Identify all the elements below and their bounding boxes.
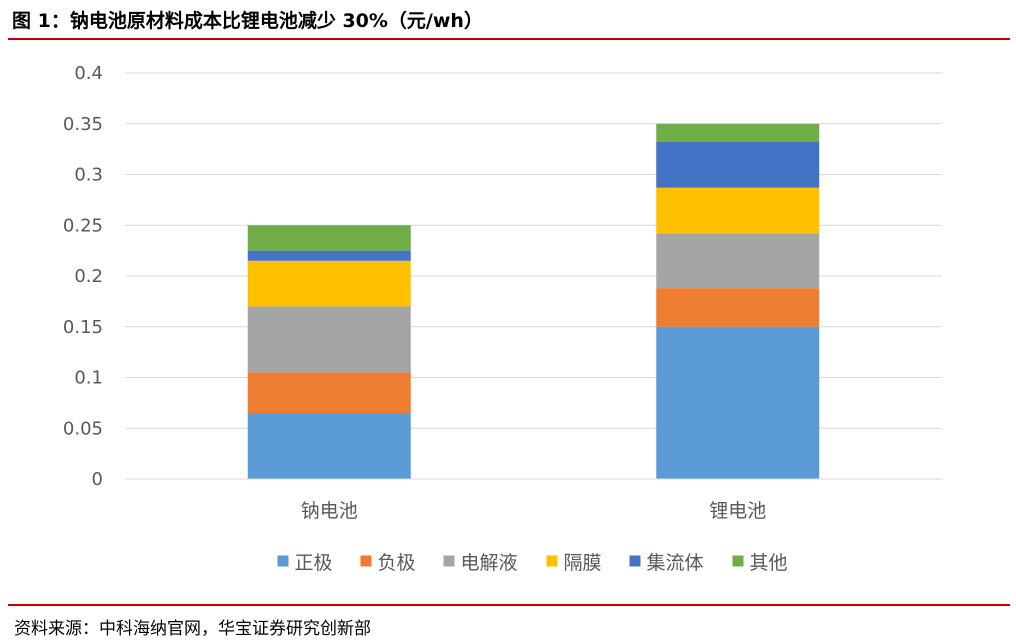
bar-segment [247, 413, 411, 479]
legend-swatch [546, 555, 558, 567]
bar-segment [247, 260, 411, 307]
bar-segment [656, 233, 820, 289]
bar-segment [656, 123, 820, 143]
y-tick-label: 0.25 [63, 215, 103, 236]
bar-segment [656, 288, 820, 327]
bar-segment [656, 187, 820, 234]
source-note: 资料来源：中科海纳官网，华宝证券研究创新部 [14, 619, 371, 639]
legend-label: 负极 [378, 552, 416, 574]
legend-label: 隔膜 [564, 552, 602, 574]
stacked-bar-chart: 0 0.05 0.1 0.15 0.2 0.25 0.3 0.35 0.4 钠电池 锂电池 正极 负… [63, 63, 942, 574]
x-axis-category-labels: 钠电池 锂电池 [301, 500, 767, 522]
bar-segment [247, 250, 411, 261]
bar-segment [656, 326, 820, 479]
x-category-label: 钠电池 [301, 500, 358, 522]
y-tick-label: 0.35 [63, 114, 103, 135]
legend-swatch [277, 555, 289, 567]
y-tick-label: 0.1 [74, 368, 103, 389]
title-rule [8, 38, 1010, 40]
legend-label: 其他 [750, 552, 788, 574]
legend-swatch [732, 555, 744, 567]
legend-label: 电解液 [461, 552, 518, 574]
source-rule [8, 604, 1010, 606]
x-category-label: 锂电池 [709, 500, 766, 522]
y-tick-label: 0.05 [63, 418, 103, 439]
bar-segment [247, 372, 411, 414]
bar-segment [656, 142, 820, 188]
legend: 正极 负极 电解液 隔膜 集流体 其他 [277, 552, 788, 574]
figure-title: 图 1：钠电池原材料成本比锂电池减少 30%（元/wh） [12, 10, 483, 32]
legend-label: 正极 [295, 552, 333, 574]
legend-swatch [360, 555, 372, 567]
y-axis-tick-labels: 0 0.05 0.1 0.15 0.2 0.25 0.3 0.35 0.4 [63, 63, 103, 490]
bar-segment [247, 306, 411, 373]
gridlines [125, 72, 942, 429]
bars [247, 123, 820, 479]
legend-label: 集流体 [647, 552, 704, 574]
bar-segment [247, 225, 411, 251]
legend-swatch [629, 555, 641, 567]
legend-swatch [443, 555, 455, 567]
y-tick-label: 0.2 [74, 266, 103, 287]
y-tick-label: 0.4 [74, 63, 103, 84]
y-tick-label: 0 [92, 469, 103, 490]
y-tick-label: 0.3 [74, 165, 103, 186]
y-tick-label: 0.15 [63, 317, 103, 338]
